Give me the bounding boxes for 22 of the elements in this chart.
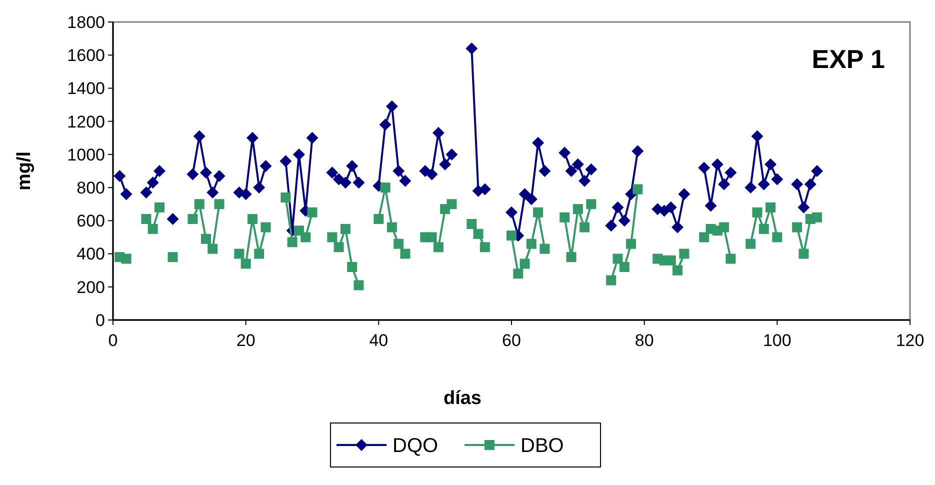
legend-label: DBO — [520, 435, 564, 457]
y-tick-label: 400 — [76, 244, 105, 264]
y-tick-label: 600 — [76, 212, 105, 231]
x-tick-label: 60 — [502, 331, 521, 350]
y-tick-label: 1000 — [67, 145, 105, 164]
y-tick-label: 200 — [76, 278, 105, 297]
legend-label: DQO — [392, 435, 438, 457]
y-tick-label: 800 — [76, 178, 105, 198]
x-tick-label: 20 — [236, 331, 256, 350]
x-axis-title: días — [443, 388, 482, 409]
y-tick-label: 1600 — [67, 46, 105, 66]
y-tick-label: 1400 — [67, 79, 105, 98]
y-tick-label: 1200 — [67, 112, 105, 132]
y-tick-label: 0 — [96, 310, 105, 330]
y-tick-label: 1800 — [67, 12, 105, 32]
x-tick-label: 0 — [108, 331, 118, 350]
x-tick-label: 40 — [369, 331, 388, 350]
text: EXP 1 — [812, 44, 885, 74]
x-tick-label: 100 — [762, 331, 792, 350]
x-tick-label: 80 — [634, 331, 654, 350]
y-axis-title: mg/l — [14, 151, 35, 191]
x-tick-label: 120 — [896, 331, 924, 350]
